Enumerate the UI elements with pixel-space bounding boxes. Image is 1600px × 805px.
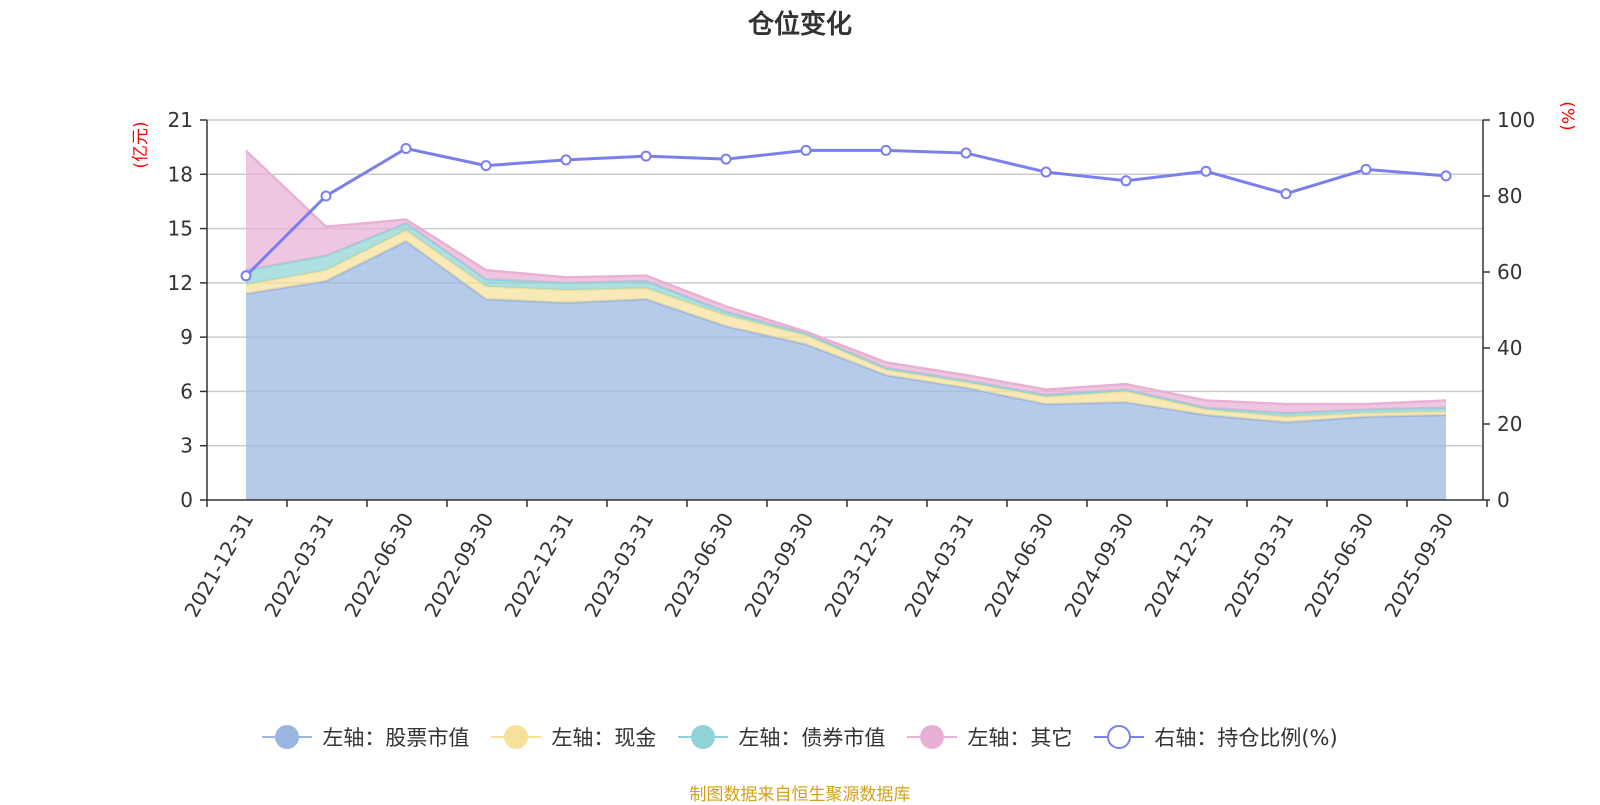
x-tick-label: 2024-09-30: [1059, 509, 1138, 622]
y-right-tick-label: 40: [1497, 336, 1522, 360]
legend-item[interactable]: 左轴：股票市值: [262, 722, 469, 752]
chart-title: 仓位变化: [747, 9, 852, 39]
y-right-tick-label: 0: [1497, 488, 1510, 512]
legend-marker-icon: [1094, 723, 1145, 751]
legend-item[interactable]: 左轴：其它: [907, 722, 1072, 752]
x-tick-label: 2025-09-30: [1379, 509, 1458, 622]
line-point: [960, 147, 972, 159]
line-point: [1120, 175, 1132, 187]
y-right-tick-label: 20: [1497, 412, 1522, 436]
x-tick-label: 2022-09-30: [419, 509, 498, 622]
legend-label: 左轴：现金: [551, 726, 657, 750]
x-tick-label: 2025-03-31: [1219, 509, 1298, 622]
y-axis-right-label: (%): [1557, 101, 1577, 130]
line-point: [480, 160, 492, 172]
area-左轴：股票市值: [246, 241, 1446, 500]
line-point: [880, 144, 892, 156]
legend-marker-icon: [678, 723, 729, 751]
y-left-tick-label: 9: [180, 325, 193, 349]
legend-item[interactable]: 右轴：持仓比例(%): [1094, 722, 1338, 752]
legend-label: 左轴：其它: [967, 726, 1073, 750]
x-tick-label: 2023-03-31: [579, 509, 658, 622]
y-right-tick-label: 80: [1497, 184, 1522, 208]
legend-item[interactable]: 左轴：债券市值: [678, 722, 885, 752]
y-left-tick-label: 3: [180, 434, 193, 458]
x-tick-label: 2024-03-31: [899, 509, 978, 622]
legend: 左轴：股票市值 左轴：现金 左轴：债券市值 左轴：其它 右轴：持仓比例(%): [0, 722, 1600, 752]
line-point: [640, 150, 652, 162]
legend-label: 右轴：持仓比例(%): [1154, 726, 1338, 750]
line-point: [240, 270, 252, 282]
x-tick-label: 2024-06-30: [979, 509, 1058, 622]
y-left-tick-label: 15: [168, 217, 193, 241]
x-tick-label: 2023-09-30: [739, 509, 818, 622]
x-tick-label: 2022-06-30: [339, 509, 418, 622]
line-point: [1360, 163, 1372, 175]
y-left-tick-label: 0: [180, 488, 193, 512]
line-point: [1040, 166, 1052, 178]
legend-marker-icon: [262, 723, 313, 751]
line-point: [720, 153, 732, 165]
line-point: [320, 190, 332, 202]
area-edge-左轴：其它: [245, 149, 1447, 406]
line-point: [1440, 170, 1452, 182]
y-left-tick-label: 18: [168, 162, 193, 186]
line-point: [800, 144, 812, 156]
line-右轴：持仓比例(%): [244, 146, 1447, 277]
area-series: [245, 149, 1447, 500]
line-point: [1200, 165, 1212, 177]
y-left-tick-label: 21: [168, 108, 193, 132]
line-point: [1280, 188, 1292, 200]
legend-item[interactable]: 左轴：现金: [491, 722, 656, 752]
x-tick-label: 2023-06-30: [659, 509, 738, 622]
y-axis-left-label: (亿元): [131, 121, 151, 168]
area-左轴：债券市值: [246, 223, 1446, 417]
y-right-tick-label: 60: [1497, 260, 1522, 284]
y-left-tick-label: 12: [168, 271, 193, 295]
source-note: 制图数据来自恒生聚源数据库: [689, 785, 911, 805]
x-tick-label: 2021-12-31: [179, 509, 258, 622]
y-left-tick-label: 6: [180, 379, 193, 403]
x-tick-label: 2023-12-31: [819, 509, 898, 622]
legend-marker-icon: [491, 723, 542, 751]
line-point: [400, 143, 412, 154]
line-point: [560, 154, 572, 166]
x-tick-label: 2022-12-31: [499, 509, 578, 622]
y-right-tick-label: 100: [1497, 108, 1535, 132]
x-tick-label: 2022-03-31: [259, 509, 338, 622]
legend-marker-icon: [907, 723, 958, 751]
legend-label: 左轴：股票市值: [322, 726, 470, 750]
line-series: [240, 143, 1452, 282]
legend-label: 左轴：债券市值: [738, 726, 886, 750]
x-tick-label: 2025-06-30: [1299, 509, 1378, 622]
x-tick-label: 2024-12-31: [1139, 509, 1218, 622]
